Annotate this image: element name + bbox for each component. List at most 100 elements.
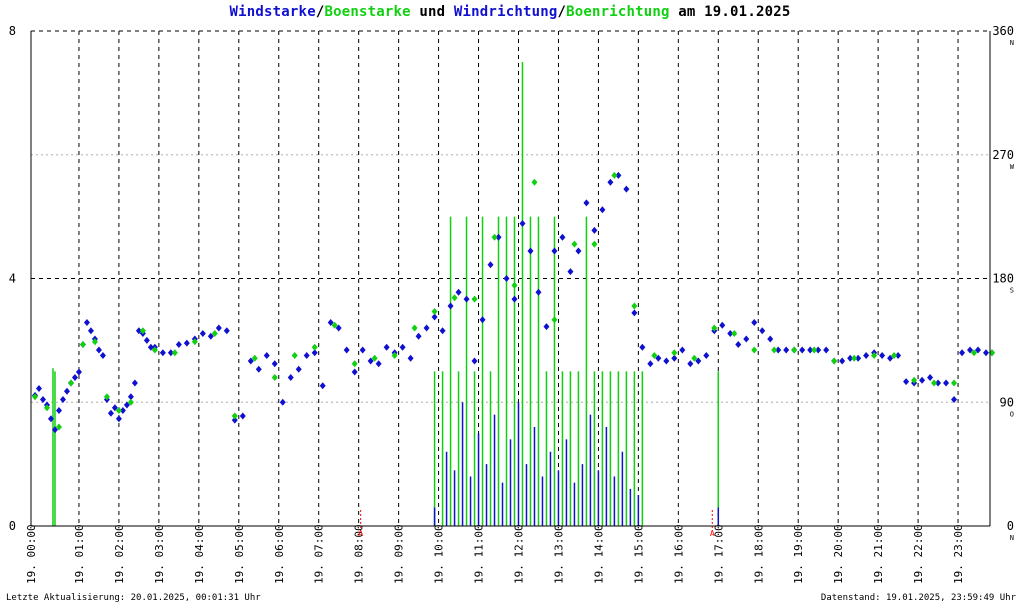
wind-direction-point	[695, 357, 702, 365]
wind-direction-point	[375, 360, 382, 368]
wind-direction-point	[287, 374, 294, 381]
y-tick-label-left: 4	[9, 272, 16, 286]
wind-direction-point	[319, 382, 326, 390]
wind-direction-point	[255, 365, 262, 373]
gust-direction-point	[851, 354, 858, 362]
gust-direction-point	[471, 295, 478, 303]
marker-label: A	[710, 529, 715, 538]
x-tick-label: 19. 12:00	[513, 524, 526, 584]
gust-direction-point	[971, 349, 978, 357]
gust-direction-point	[211, 330, 218, 337]
gust-direction-point	[127, 398, 134, 406]
wind-direction-point	[335, 324, 342, 332]
gust-direction-point	[751, 346, 758, 354]
title-boenstarke: Boenstarke	[324, 4, 411, 20]
wind-direction-point	[735, 341, 742, 348]
wind-direction-point	[359, 346, 366, 354]
y-tick-label-left: 0	[9, 519, 16, 533]
wind-direction-point	[767, 335, 774, 343]
x-tick-label: 19. 18:00	[752, 524, 765, 584]
gust-direction-point	[451, 294, 458, 302]
wind-direction-point	[431, 313, 438, 321]
wind-direction-point	[743, 335, 750, 343]
wind-direction-point	[975, 346, 982, 354]
wind-direction-point	[823, 346, 830, 354]
wind-direction-point	[55, 407, 62, 414]
title-slash: /	[315, 4, 325, 20]
wind-direction-point	[535, 288, 542, 296]
chart-grid	[31, 30, 990, 526]
footer-data-status: Datenstand: 19.01.2025, 23:59:49 Uhr	[820, 593, 1016, 603]
wind-direction-point	[39, 396, 46, 403]
x-tick-label: 19. 06:00	[273, 524, 286, 584]
wind-direction-point	[343, 346, 350, 354]
wind-direction-point	[895, 352, 902, 359]
wind-direction-point	[863, 352, 870, 359]
footer-last-update: Letzte Aktualisierung: 20.01.2025, 00:01…	[6, 593, 261, 603]
gust-direction-point	[291, 352, 298, 359]
gust-direction-point	[411, 324, 418, 332]
gust-direction-point	[391, 352, 398, 359]
gust-direction-point	[55, 423, 62, 431]
gust-direction-point	[771, 346, 778, 354]
marker-label: A	[358, 529, 363, 538]
wind-direction-point	[303, 352, 310, 359]
compass-direction-label: N	[1010, 534, 1014, 542]
gust-direction-point	[371, 354, 378, 362]
wind-direction-point	[775, 346, 782, 354]
wind-direction-point	[99, 352, 106, 359]
wind-direction-point	[175, 341, 182, 348]
gust-direction-point	[951, 379, 958, 387]
wind-direction-point	[95, 346, 102, 354]
gust-direction-point	[32, 393, 38, 401]
wind-direction-point	[207, 332, 214, 340]
x-tick-label: 19. 11:00	[473, 524, 486, 584]
gust-direction-point	[103, 393, 110, 401]
title-windrichtung: Windrichtung	[453, 4, 558, 20]
gust-direction-point	[511, 281, 518, 289]
wind-direction-point	[383, 343, 390, 351]
wind-direction-point	[959, 349, 966, 357]
wind-direction-point	[927, 374, 934, 381]
wind-direction-point	[751, 319, 758, 326]
wind-direction-point	[647, 360, 654, 368]
gust-direction-point	[591, 240, 598, 248]
x-tick-label: 19. 23:00	[952, 524, 965, 584]
chart-axes	[30, 31, 991, 527]
wind-direction-point	[223, 327, 230, 335]
gust-direction-point	[989, 349, 996, 357]
wind-direction-point	[239, 412, 246, 420]
wind-direction-point	[135, 327, 142, 335]
x-tick-label: 19. 20:00	[832, 524, 845, 584]
wind-direction-point	[655, 354, 662, 362]
compass-direction-label: S	[1010, 287, 1014, 295]
wind-direction-point	[679, 346, 686, 354]
wind-direction-point	[919, 376, 926, 384]
wind-direction-point	[983, 349, 990, 357]
wind-direction-point	[107, 409, 114, 417]
wind-direction-point	[847, 354, 854, 362]
gust-direction-point	[491, 233, 498, 241]
x-tick-label: 19. 17:00	[712, 524, 725, 584]
wind-direction-point	[115, 415, 122, 423]
x-tick-label: 19. 09:00	[393, 524, 406, 584]
wind-direction-point	[63, 387, 70, 395]
wind-direction-point	[423, 324, 430, 332]
wind-direction-point	[639, 343, 646, 351]
y-tick-label-right: 0	[1007, 519, 1014, 533]
speed-bars	[52, 61, 720, 526]
y-tick-label-right: 180	[992, 272, 1014, 286]
gust-direction-point	[871, 352, 878, 359]
gust-direction-point	[151, 346, 158, 354]
gust-direction-point	[191, 338, 198, 346]
direction-points	[32, 171, 996, 434]
x-tick-label: 19. 13:00	[552, 524, 565, 584]
wind-direction-point	[591, 226, 598, 234]
x-tick-label: 19. 00:00	[25, 524, 38, 584]
wind-direction-point	[487, 261, 494, 269]
wind-direction-point	[143, 336, 150, 344]
x-tick-label: 19. 02:00	[113, 524, 126, 584]
wind-direction-point	[879, 352, 886, 359]
wind-direction-point	[119, 407, 126, 414]
